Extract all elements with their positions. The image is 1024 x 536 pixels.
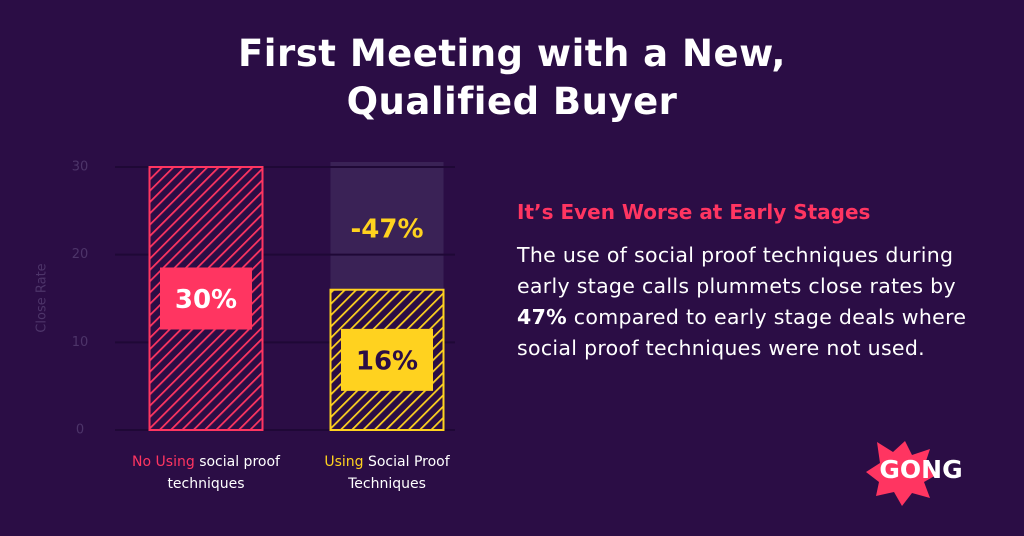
value-label-box: [341, 328, 433, 391]
note-text: The use of social proof techniques durin…: [517, 243, 956, 298]
value-label: 30%: [175, 285, 237, 315]
annotation: -47%: [350, 215, 423, 245]
note-highlight: 47%: [517, 305, 567, 329]
chart-title: First Meeting with a New, Qualified Buye…: [238, 32, 786, 123]
y-tick-label: 0: [76, 423, 84, 438]
logo: GONG: [866, 441, 963, 506]
value-label-box: [160, 267, 252, 330]
y-tick-label: 20: [72, 247, 89, 262]
y-axis-label: Close Rate: [35, 263, 50, 332]
x-tick-label: No Using social proof techniques: [121, 451, 291, 495]
y-tick-label: 10: [72, 335, 89, 350]
x-tick-label: Using Social Proof Techniques: [302, 451, 472, 495]
value-label: 16%: [356, 346, 418, 376]
logo-text: GONG: [879, 455, 962, 484]
x-tick-label-highlight: Using: [324, 454, 364, 470]
x-tick-label-highlight: No Using: [132, 454, 195, 470]
plot: 0 10 20 30 Close Rate 30% 16% -47%: [35, 160, 455, 438]
x-tick-label-text: Social Proof Techniques: [348, 454, 450, 492]
logo-burst: [866, 441, 938, 506]
y-tick-label: 30: [72, 160, 89, 175]
x-tick-label-text: social proof techniques: [167, 454, 280, 492]
note-body: The use of social proof techniques durin…: [517, 240, 967, 364]
note-text: compared to early stage deals where soci…: [517, 305, 967, 360]
note-heading: It’s Even Worse at Early Stages: [517, 200, 871, 224]
